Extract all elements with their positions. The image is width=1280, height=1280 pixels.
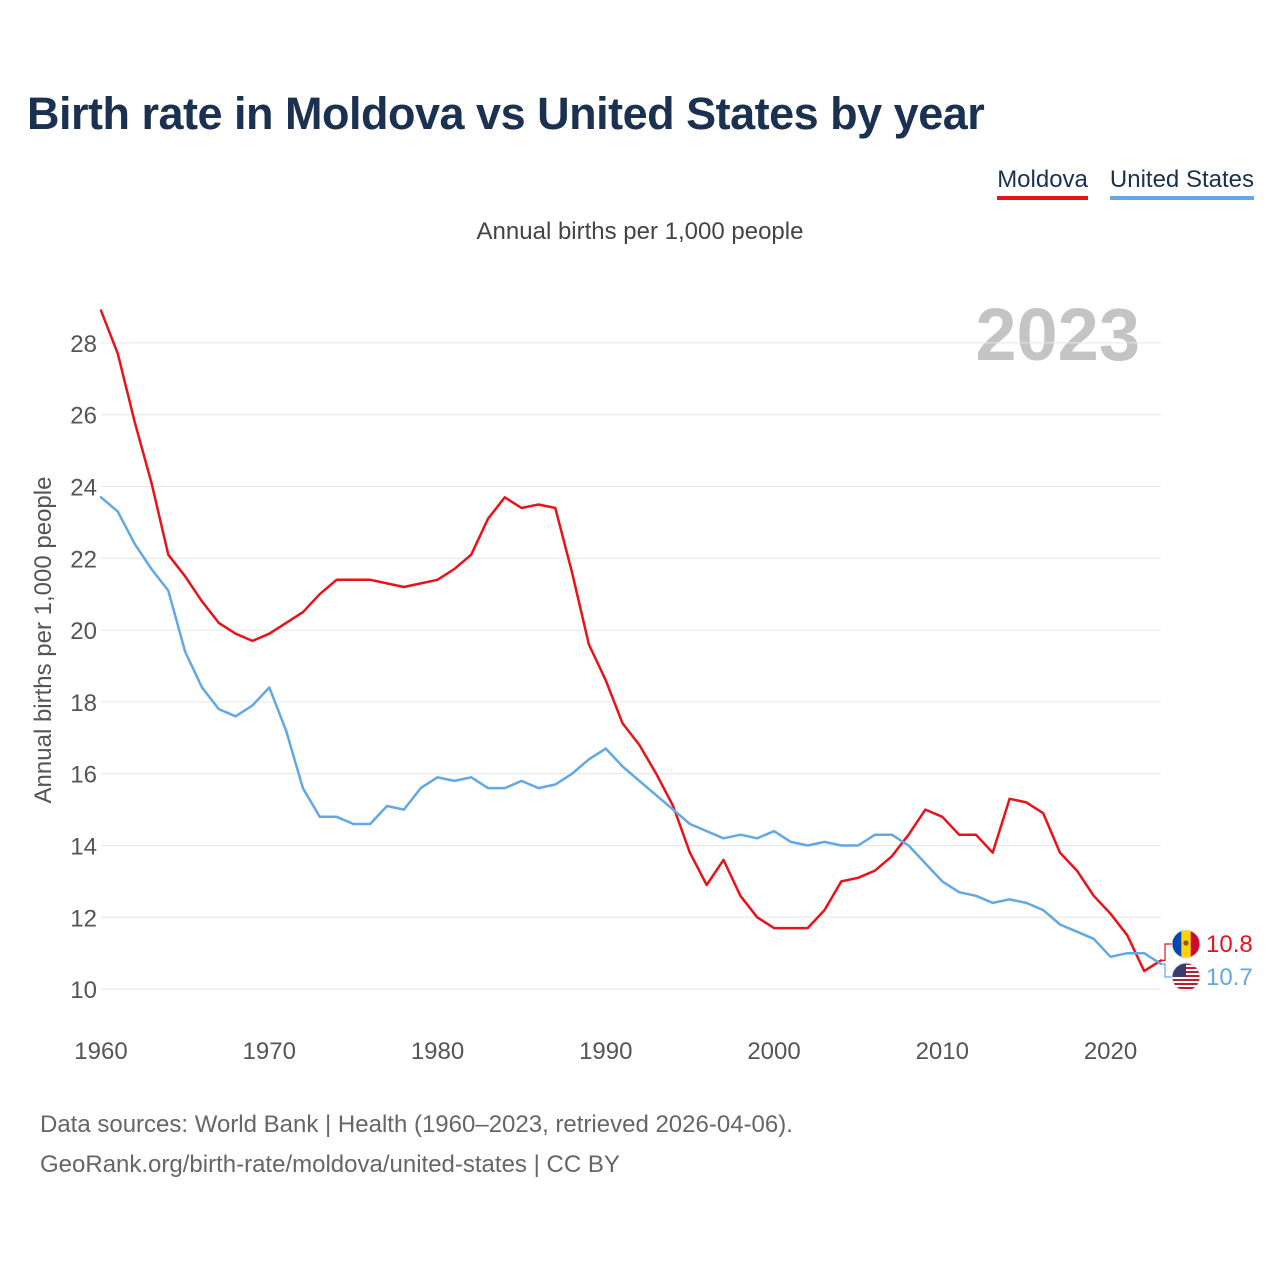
- legend-item-moldova[interactable]: Moldova: [997, 166, 1088, 200]
- legend: Moldova United States: [997, 166, 1254, 200]
- y-axis-label: Annual births per 1,000 people: [30, 477, 57, 804]
- data-sources: Data sources: World Bank | Health (1960–…: [40, 1111, 793, 1138]
- y-tick-label: 24: [70, 475, 97, 502]
- x-tick-label: 1980: [411, 1038, 464, 1065]
- x-tick-label: 2000: [747, 1038, 800, 1065]
- x-tick-label: 1970: [243, 1038, 296, 1065]
- y-tick-label: 20: [70, 618, 97, 645]
- y-tick-label: 10: [70, 977, 97, 1004]
- end-value-label: 10.8: [1206, 931, 1253, 958]
- end-connector: [1161, 943, 1172, 962]
- y-tick-label: 16: [70, 762, 97, 789]
- series-line-moldova: [99, 309, 1163, 973]
- chart-subtitle: Annual births per 1,000 people: [476, 218, 804, 245]
- y-tick-label: 22: [70, 546, 97, 573]
- y-tick-label: 26: [70, 403, 97, 430]
- x-tick-label: 2010: [916, 1038, 969, 1065]
- x-tick-label: 2020: [1084, 1038, 1137, 1065]
- line-chart: 2023 10 12 14 16 18 20 22 24 26 28 1960 1970 1980 19…: [30, 293, 1253, 1065]
- footer: Data sources: World Bank | Health (1960–…: [40, 1105, 793, 1185]
- year-watermark: 2023: [975, 293, 1140, 376]
- y-tick-label: 28: [70, 331, 97, 358]
- y-tick-label: 14: [70, 834, 97, 861]
- us-flag-icon: [1171, 962, 1201, 992]
- series-line-united-states: [99, 496, 1163, 966]
- end-connector: [1161, 963, 1172, 978]
- legend-item-united-states[interactable]: United States: [1109, 166, 1254, 200]
- x-tick-label: 1990: [579, 1038, 632, 1065]
- attribution: GeoRank.org/birth-rate/moldova/united-st…: [40, 1151, 620, 1178]
- x-tick-label: 1960: [74, 1038, 127, 1065]
- end-value-label: 10.7: [1206, 964, 1253, 991]
- moldova-flag-icon: [1171, 929, 1201, 959]
- chart-title: Birth rate in Moldova vs United States b…: [27, 88, 985, 139]
- y-tick-label: 12: [70, 905, 97, 932]
- y-tick-label: 18: [70, 690, 97, 717]
